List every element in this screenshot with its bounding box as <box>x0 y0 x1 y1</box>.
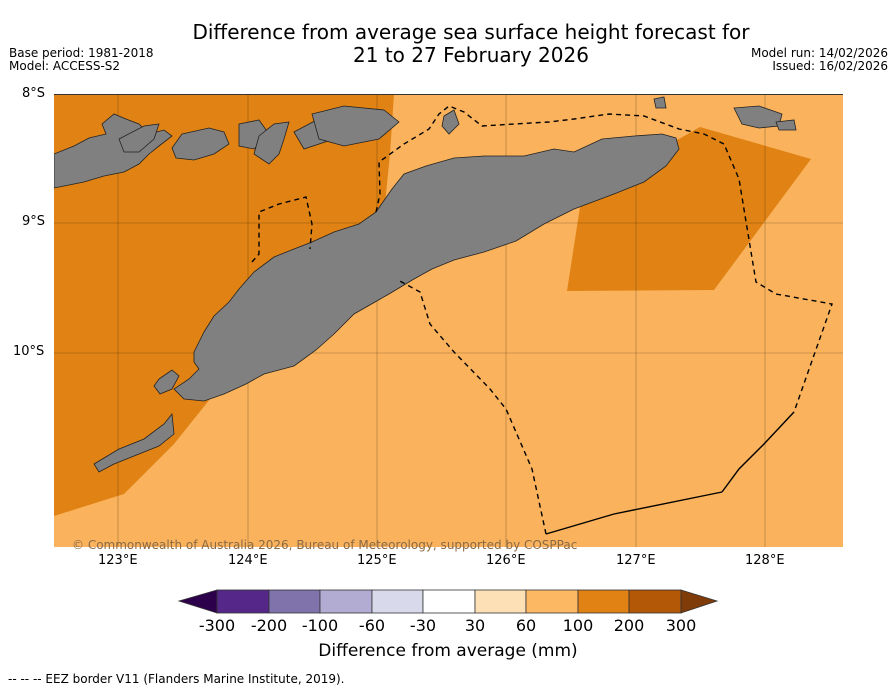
lon-label-123e: 123°E <box>98 553 138 568</box>
anomaly-100-200-west-region <box>54 94 394 516</box>
model-run: Model run: 14/02/2026 <box>750 46 888 60</box>
colorbar-segment <box>319 589 373 614</box>
lat-label-10s: 10°S <box>13 344 45 359</box>
colorbar-label: -100 <box>301 616 339 635</box>
land-masses <box>53 96 797 473</box>
copyright-text: © Commonwealth of Australia 2026, Bureau… <box>72 538 578 552</box>
colorbar-label: -30 <box>409 616 437 635</box>
adonara-island <box>118 123 160 153</box>
lon-label-128e: 128°E <box>745 553 785 568</box>
colorbar-segment <box>268 589 321 614</box>
lon-label-127e: 127°E <box>616 553 656 568</box>
colorbar <box>177 589 719 614</box>
eez-footnote: -- -- -- EEZ border V11 (Flanders Marine… <box>8 672 345 686</box>
colorbar-extend-high <box>680 589 719 614</box>
colorbar-label: -300 <box>198 616 236 635</box>
semau-island <box>153 369 180 395</box>
colorbar-label: 100 <box>562 616 594 635</box>
colorbar-segment <box>474 589 527 614</box>
issued-date: Issued: 16/02/2026 <box>772 59 888 73</box>
map-title-line2: 21 to 27 February 2026 <box>353 43 589 67</box>
lon-label-124e: 124°E <box>228 553 268 568</box>
romang-islet <box>653 96 667 109</box>
colorbar-label: -60 <box>358 616 386 635</box>
babar-islet <box>775 119 797 131</box>
colorbar-label: 60 <box>515 616 537 635</box>
model-name: Model: ACCESS-S2 <box>9 59 121 73</box>
lat-label-8s: 8°S <box>22 86 46 101</box>
colorbar-label: 30 <box>464 616 486 635</box>
colorbar-segment <box>216 589 270 614</box>
colorbar-label: -200 <box>250 616 288 635</box>
colorbar-segment <box>422 589 476 614</box>
colorbar-segment <box>628 589 682 614</box>
wetar-islet <box>441 109 460 135</box>
base-period: Base period: 1981-2018 <box>9 46 154 60</box>
colorbar-label: 300 <box>665 616 697 635</box>
colorbar-label: 200 <box>613 616 645 635</box>
colorbar-segment <box>371 589 424 614</box>
colorbar-segment <box>577 589 630 614</box>
eez-border <box>251 105 833 535</box>
colorbar-segment <box>525 589 579 614</box>
wetar-west-island <box>311 105 400 147</box>
lembata-island <box>171 127 230 161</box>
lon-label-126e: 126°E <box>486 553 526 568</box>
colorbar-extend-low <box>177 589 218 614</box>
map-canvas <box>53 94 843 547</box>
alor-islet <box>253 121 290 165</box>
lat-label-9s: 9°S <box>22 214 46 229</box>
map-title-line1: Difference from average sea surface heig… <box>192 20 750 44</box>
lon-label-125e: 125°E <box>357 553 397 568</box>
timor-island <box>173 133 680 402</box>
map-frame <box>54 94 843 547</box>
rote-island <box>93 412 175 473</box>
colorbar-title: Difference from average (mm) <box>318 641 578 661</box>
map-panel <box>53 94 843 547</box>
